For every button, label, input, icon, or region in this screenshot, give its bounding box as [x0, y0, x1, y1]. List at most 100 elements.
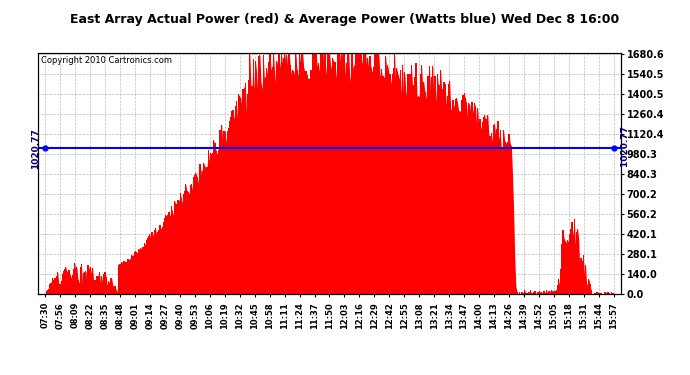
Bar: [294, 75, 295, 294]
Bar: [467, 118, 469, 294]
Bar: [165, 215, 166, 294]
Bar: [464, 98, 466, 294]
Bar: [570, 228, 571, 294]
Bar: [192, 190, 193, 294]
Bar: [313, 51, 315, 294]
Bar: [299, 62, 301, 294]
Bar: [386, 72, 387, 294]
Bar: [532, 292, 533, 294]
Bar: [319, 71, 320, 294]
Bar: [130, 259, 131, 294]
Bar: [548, 291, 549, 294]
Bar: [97, 276, 98, 294]
Bar: [179, 193, 181, 294]
Bar: [46, 291, 47, 294]
Bar: [193, 177, 195, 294]
Bar: [347, 51, 348, 294]
Bar: [206, 167, 208, 294]
Bar: [272, 68, 273, 294]
Bar: [482, 122, 483, 294]
Bar: [576, 232, 577, 294]
Bar: [326, 76, 327, 294]
Bar: [221, 125, 222, 294]
Bar: [230, 117, 231, 294]
Bar: [204, 166, 206, 294]
Bar: [156, 235, 157, 294]
Bar: [356, 51, 357, 294]
Bar: [428, 66, 430, 294]
Bar: [213, 141, 215, 294]
Bar: [368, 70, 369, 294]
Bar: [138, 249, 139, 294]
Bar: [209, 161, 210, 294]
Bar: [143, 247, 144, 294]
Bar: [417, 96, 419, 294]
Bar: [480, 130, 482, 294]
Bar: [49, 284, 50, 294]
Bar: [357, 51, 358, 294]
Bar: [388, 76, 390, 294]
Bar: [141, 249, 143, 294]
Bar: [348, 51, 349, 294]
Bar: [591, 291, 592, 294]
Bar: [218, 150, 219, 294]
Bar: [433, 103, 435, 294]
Bar: [512, 174, 513, 294]
Bar: [111, 278, 112, 294]
Bar: [311, 70, 312, 294]
Bar: [338, 51, 339, 294]
Bar: [326, 51, 328, 294]
Bar: [268, 62, 270, 294]
Bar: [112, 285, 113, 294]
Bar: [483, 117, 484, 294]
Bar: [491, 132, 492, 294]
Bar: [249, 51, 250, 294]
Bar: [523, 293, 524, 294]
Bar: [269, 51, 270, 294]
Bar: [506, 145, 507, 294]
Bar: [183, 194, 184, 294]
Bar: [406, 99, 408, 294]
Bar: [235, 106, 236, 294]
Bar: [260, 84, 262, 294]
Bar: [387, 65, 388, 294]
Bar: [537, 292, 538, 294]
Bar: [333, 62, 335, 294]
Bar: [308, 79, 310, 294]
Bar: [100, 282, 101, 294]
Bar: [109, 283, 110, 294]
Bar: [413, 85, 414, 294]
Bar: [541, 291, 542, 294]
Bar: [88, 268, 90, 294]
Bar: [262, 89, 263, 294]
Bar: [297, 76, 299, 294]
Bar: [86, 283, 88, 294]
Bar: [540, 293, 541, 294]
Bar: [397, 75, 399, 294]
Bar: [442, 89, 444, 294]
Text: 1020.77: 1020.77: [621, 126, 630, 170]
Bar: [64, 269, 65, 294]
Bar: [494, 124, 495, 294]
Bar: [585, 265, 586, 294]
Bar: [102, 283, 103, 294]
Bar: [393, 68, 394, 294]
Bar: [220, 130, 221, 294]
Bar: [580, 258, 582, 294]
Bar: [176, 204, 177, 294]
Bar: [58, 286, 59, 294]
Bar: [295, 51, 297, 294]
Bar: [501, 147, 502, 294]
Bar: [503, 130, 504, 294]
Bar: [589, 284, 591, 294]
Bar: [320, 51, 321, 294]
Bar: [254, 90, 255, 294]
Bar: [411, 65, 412, 294]
Bar: [446, 96, 448, 294]
Bar: [92, 268, 93, 294]
Bar: [288, 51, 290, 294]
Bar: [515, 286, 516, 294]
Bar: [145, 245, 146, 294]
Bar: [587, 286, 589, 294]
Bar: [233, 119, 235, 294]
